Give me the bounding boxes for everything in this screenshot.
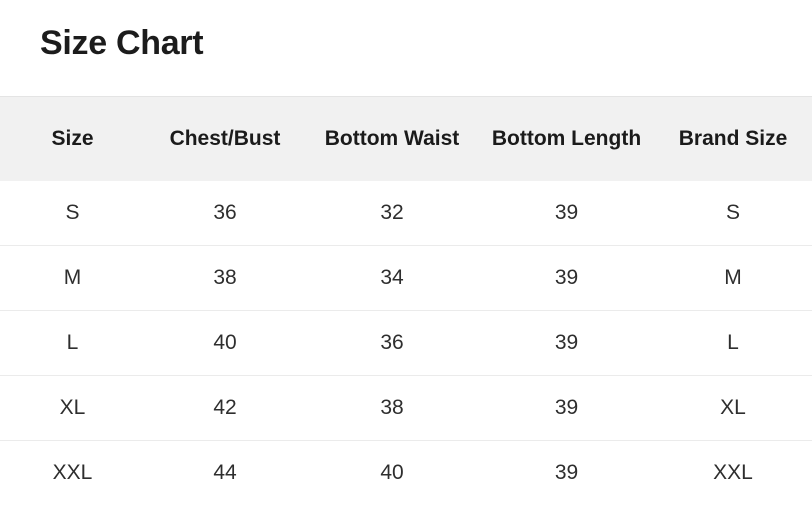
size-chart-table: Size Chest/Bust Bottom Waist Bottom Leng…: [0, 96, 812, 506]
cell-bottom-length: 39: [479, 440, 654, 506]
column-header-bottom-waist: Bottom Waist: [305, 96, 479, 181]
column-header-size: Size: [0, 96, 145, 181]
cell-bottom-length: 39: [479, 310, 654, 376]
page-title: Size Chart: [40, 24, 204, 62]
cell-bottom-length: 39: [479, 245, 654, 311]
cell-bottom-waist: 38: [305, 375, 479, 441]
cell-size: XL: [0, 375, 145, 441]
cell-bottom-waist: 40: [305, 440, 479, 506]
cell-chest-bust: 42: [145, 375, 305, 441]
table-row-s: S 36 32 39 S: [0, 181, 812, 246]
cell-bottom-length: 39: [479, 375, 654, 441]
cell-chest-bust: 36: [213, 200, 237, 224]
table-row-xl: XL 42 38 39 XL: [0, 375, 812, 441]
cell-brand-size: L: [654, 310, 812, 376]
table-header-row: Size Chest/Bust Bottom Waist Bottom Leng…: [0, 96, 812, 181]
cell-brand-size: XL: [654, 375, 812, 441]
cell-brand-size: M: [654, 245, 812, 311]
column-header-chest-bust: Chest/Bust: [145, 96, 305, 181]
cell-size: XXL: [0, 440, 145, 506]
cell-bottom-waist: 34: [305, 245, 479, 311]
cell-size: L: [0, 310, 145, 376]
column-header-brand-size: Brand Size: [654, 96, 812, 181]
cell-size: M: [0, 245, 145, 311]
table-row-xxl: XXL 44 40 39 XXL: [0, 440, 812, 506]
cell-bottom-length: 39: [554, 200, 579, 224]
cell-chest-bust: 40: [145, 310, 305, 376]
table-row-m: M 38 34 39 M: [0, 245, 812, 311]
cell-chest-bust: 44: [145, 440, 305, 506]
cell-size: S: [65, 200, 80, 224]
cell-chest-bust: 38: [145, 245, 305, 311]
cell-bottom-waist: 36: [305, 310, 479, 376]
page-header: Size Chart: [0, 0, 812, 96]
cell-brand-size: S: [725, 200, 740, 224]
cell-bottom-waist: 32: [380, 200, 404, 224]
column-header-bottom-length: Bottom Length: [479, 96, 654, 181]
cell-brand-size: XXL: [654, 440, 812, 506]
table-row-l: L 40 36 39 L: [0, 310, 812, 376]
